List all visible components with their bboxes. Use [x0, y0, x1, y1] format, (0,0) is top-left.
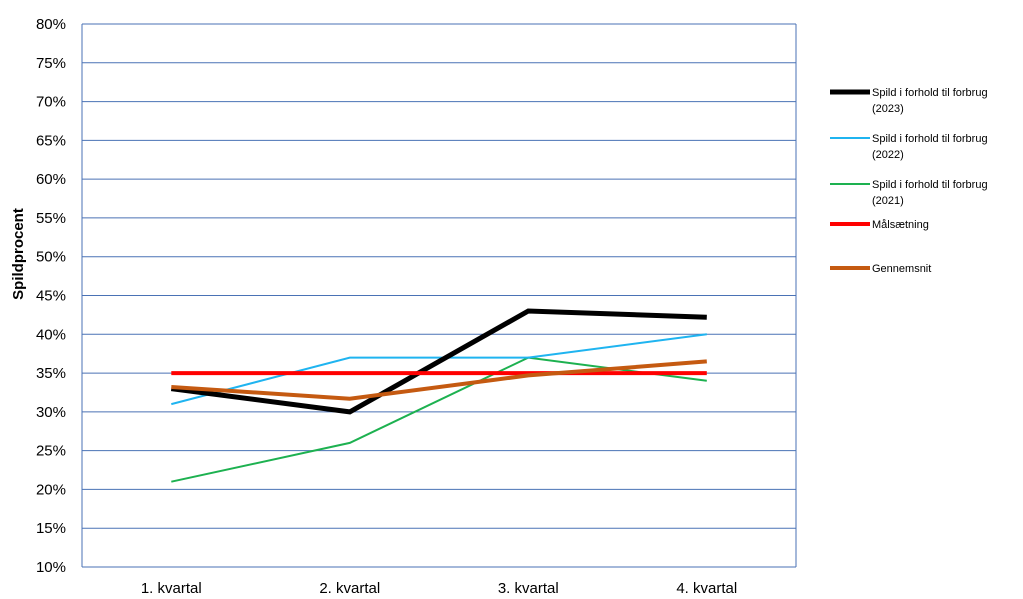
- legend-label: (2023): [872, 103, 904, 115]
- legend-label: (2022): [872, 149, 904, 161]
- legend-label: Spild i forhold til forbrug: [872, 133, 988, 145]
- y-axis-title: Spildprocent: [10, 208, 27, 300]
- series-line-2: [171, 333, 707, 406]
- legend-label: Målsætning: [872, 219, 929, 231]
- y-tick-label: 70%: [36, 94, 66, 111]
- y-tick-label: 55%: [36, 210, 66, 227]
- legend: Spild i forhold til forbrug (2023) Spild i…: [830, 87, 988, 275]
- legend-label: Gennemsnit: [872, 263, 931, 275]
- y-tick-label: 75%: [36, 55, 66, 72]
- x-axis-tick-labels: 1. kvartal 2. kvartal 3. kvartal 4. kvartal: [141, 580, 737, 597]
- y-tick-label: 40%: [36, 326, 66, 343]
- x-category-label: 3. kvartal: [498, 580, 559, 597]
- x-category-label: 4. kvartal: [676, 580, 737, 597]
- y-tick-label: 15%: [36, 520, 66, 537]
- y-tick-label: 20%: [36, 481, 66, 498]
- y-tick-label: 35%: [36, 365, 66, 382]
- y-tick-label: 65%: [36, 132, 66, 149]
- legend-label: (2021): [872, 195, 904, 207]
- gridlines: [81, 23, 797, 568]
- y-tick-label: 50%: [36, 249, 66, 266]
- y-axis-tick-labels: 10% 15% 20% 25% 30% 35% 40% 45% 50% 55% 60% 65% 70% 7…: [36, 16, 66, 576]
- series-line-3: [171, 356, 707, 483]
- legend-label: Spild i forhold til forbrug: [872, 179, 988, 191]
- series-line-5: [171, 359, 707, 401]
- x-category-label: 2. kvartal: [319, 580, 380, 597]
- series-line-1: [170, 308, 707, 415]
- y-tick-label: 80%: [36, 16, 66, 33]
- series-lines: [170, 308, 707, 483]
- y-tick-label: 25%: [36, 443, 66, 460]
- legend-label: Spild i forhold til forbrug: [872, 87, 988, 99]
- x-category-label: 1. kvartal: [141, 580, 202, 597]
- y-tick-label: 30%: [36, 404, 66, 421]
- y-tick-label: 45%: [36, 288, 66, 305]
- y-tick-label: 60%: [36, 171, 66, 188]
- y-tick-label: 10%: [36, 559, 66, 576]
